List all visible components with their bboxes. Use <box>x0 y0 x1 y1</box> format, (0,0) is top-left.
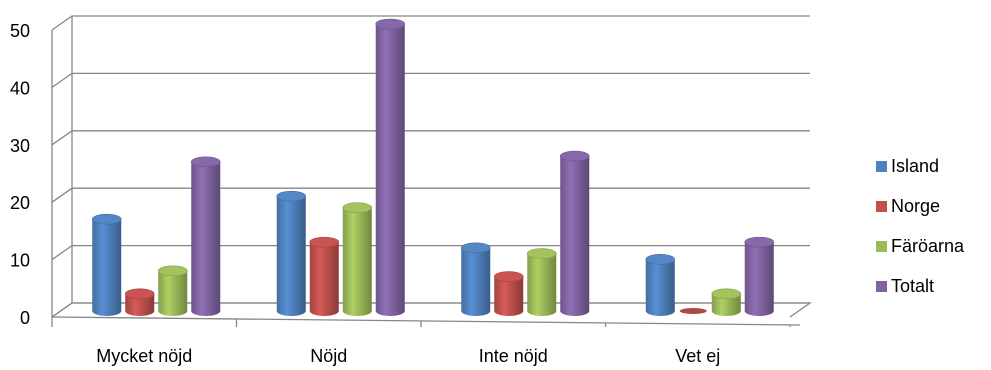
bar-cap <box>375 18 406 30</box>
legend-label: Färöarna <box>891 235 965 256</box>
legend-swatch <box>876 280 887 292</box>
bar-cap <box>124 288 155 300</box>
bar-totalt-2 <box>375 18 406 316</box>
floor-outline <box>51 302 813 318</box>
bar-body <box>461 247 491 316</box>
bar-body <box>560 156 590 316</box>
x-category-label: Nöjd <box>310 346 347 366</box>
y-tick-label: 30 <box>10 136 30 156</box>
bar-body <box>276 196 306 316</box>
y-tick-label: 40 <box>10 78 30 98</box>
bar-cap <box>711 288 742 300</box>
bar-body <box>158 270 188 316</box>
bar-island-1 <box>91 213 122 316</box>
bar-cap <box>526 248 557 259</box>
legend-label: Norge <box>891 195 941 216</box>
y-tick-label: 0 <box>20 308 30 328</box>
bar-färöarna-4 <box>711 288 742 316</box>
gridline <box>51 130 810 146</box>
gridline <box>51 187 810 203</box>
bar-cap <box>190 156 221 168</box>
bar-body <box>527 253 557 316</box>
legend: Island Norge Färöarna Totalt <box>876 146 988 306</box>
legend-label: Island <box>891 155 940 176</box>
bar-cap <box>679 308 707 314</box>
bar-cap <box>276 190 307 202</box>
bar-cap <box>157 265 188 277</box>
bar-body <box>92 219 122 316</box>
legend-item: Norge <box>876 186 988 226</box>
bar-färöarna-3 <box>526 248 557 316</box>
bar-island-4 <box>645 254 676 316</box>
legend-swatch <box>876 200 887 212</box>
bar-island-2 <box>276 190 307 316</box>
bar-island-3 <box>460 242 491 316</box>
bar-cap <box>493 271 524 282</box>
bar-cap <box>309 236 340 248</box>
bar-norge-2 <box>309 236 340 316</box>
bar-totalt-3 <box>559 150 590 316</box>
bar-cap <box>91 213 122 225</box>
legend-swatch <box>876 160 887 172</box>
bar-totalt-1 <box>190 156 221 316</box>
bar-body <box>645 259 675 316</box>
bar-body <box>342 207 372 316</box>
bar-cap <box>744 236 775 248</box>
bars <box>91 18 775 316</box>
legend-item: Färöarna <box>876 226 988 266</box>
x-category-label: Inte nöjd <box>479 346 548 366</box>
gridline <box>51 72 810 88</box>
bar-cap <box>645 254 676 265</box>
y-tick-label: 20 <box>10 193 30 213</box>
bar-body <box>191 161 221 316</box>
axis-labels: 0 10 20 30 40 50 Mycket nöjd Nöjd Inte nöjd Vet e… <box>10 21 720 366</box>
bar-body <box>375 24 405 316</box>
legend-item: Totalt <box>876 266 988 306</box>
bar-färöarna-2 <box>342 202 373 316</box>
bar-body <box>125 293 155 316</box>
bar-body <box>744 242 774 316</box>
bar-norge-4 <box>679 308 707 314</box>
legend-label: Totalt <box>891 275 935 296</box>
bar-cap <box>559 150 590 162</box>
x-category-label: Vet ej <box>675 346 720 366</box>
gridline <box>51 15 810 31</box>
x-category-label: Mycket nöjd <box>96 346 192 366</box>
bar-body <box>309 242 339 316</box>
bar-cap <box>460 242 491 254</box>
legend-item: Island <box>876 146 988 186</box>
bar-body <box>494 276 524 316</box>
bar-färöarna-1 <box>157 265 188 316</box>
legend-swatch <box>876 240 887 252</box>
y-tick-label: 50 <box>10 21 30 41</box>
y-tick-label: 10 <box>10 251 30 271</box>
axes <box>51 16 813 327</box>
bar-norge-3 <box>493 271 524 316</box>
x-axis <box>51 316 801 326</box>
bar-totalt-4 <box>744 236 775 316</box>
gridline <box>51 244 810 261</box>
bar-norge-1 <box>124 288 155 316</box>
bar-body <box>711 293 741 316</box>
bar-cap <box>342 202 373 213</box>
